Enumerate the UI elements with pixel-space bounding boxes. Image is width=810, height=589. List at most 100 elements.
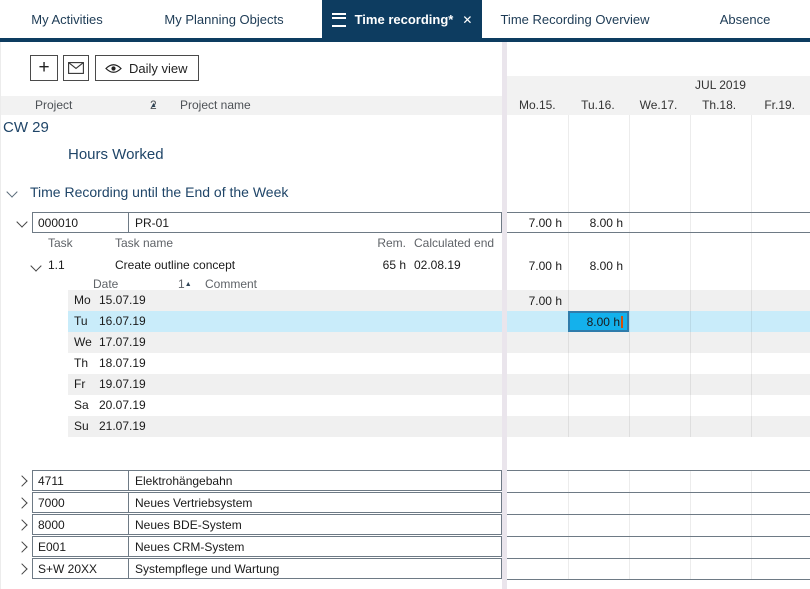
- date-row-sa[interactable]: Sa 20.07.19: [68, 395, 810, 416]
- date-row-we[interactable]: We 17.07.19: [68, 332, 810, 353]
- task-value-tu: 8.00 h: [589, 258, 623, 273]
- date-row-su[interactable]: Su 21.07.19: [68, 416, 810, 437]
- project-list-row[interactable]: S+W 20XX Systempflege und Wartung: [32, 558, 502, 579]
- time-cell[interactable]: [690, 374, 751, 395]
- section-title: Time Recording until the End of the Week: [30, 184, 289, 200]
- time-cell[interactable]: [507, 311, 568, 332]
- time-cell[interactable]: [629, 311, 690, 332]
- project-code-cell[interactable]: 4711: [33, 471, 129, 490]
- expand-chevron-right-icon[interactable]: [16, 563, 28, 575]
- project-list-row[interactable]: 4711 Elektrohängebahn: [32, 470, 502, 491]
- time-cell[interactable]: [690, 353, 751, 374]
- date-values-strip: 8.00 h: [507, 311, 810, 332]
- time-cell[interactable]: [507, 332, 568, 353]
- project-code-cell[interactable]: 000010: [33, 213, 129, 232]
- project-code-cell[interactable]: S+W 20XX: [33, 559, 129, 578]
- time-cell[interactable]: [507, 374, 568, 395]
- time-cell[interactable]: [568, 332, 629, 353]
- time-cell[interactable]: [690, 332, 751, 353]
- project-name-cell[interactable]: Neues Vertriebsystem: [135, 495, 253, 510]
- section-chevron-down-icon[interactable]: [6, 186, 18, 198]
- time-cell[interactable]: [629, 395, 690, 416]
- project-list-row[interactable]: 8000 Neues BDE-System: [32, 514, 502, 535]
- tab-my-activities[interactable]: My Activities: [31, 11, 103, 27]
- time-cell[interactable]: [751, 395, 810, 416]
- time-cell[interactable]: [507, 353, 568, 374]
- expand-chevron-right-icon[interactable]: [16, 497, 28, 509]
- time-cell[interactable]: [751, 416, 810, 437]
- time-cell[interactable]: [690, 290, 751, 311]
- day-header-mo[interactable]: Mo.15.: [518, 98, 556, 112]
- daily-view-button[interactable]: Daily view: [95, 55, 199, 81]
- date-label: 17.07.19: [99, 335, 146, 349]
- project-list-row[interactable]: 7000 Neues Vertriebsystem: [32, 492, 502, 513]
- project-code-cell[interactable]: 7000: [33, 493, 129, 512]
- grid-hline: [507, 470, 810, 471]
- tab-my-planning-objects[interactable]: My Planning Objects: [164, 11, 284, 27]
- time-cell[interactable]: [751, 374, 810, 395]
- date-row-tu-selected[interactable]: Tu 16.07.19 8.00 h: [68, 311, 810, 332]
- project-name-cell[interactable]: PR-01: [135, 215, 170, 230]
- day-header-tu[interactable]: Tu.16.: [581, 98, 615, 112]
- time-cell[interactable]: [629, 374, 690, 395]
- time-cell[interactable]: [629, 353, 690, 374]
- day-header-we[interactable]: We.17.: [639, 98, 678, 112]
- date-sort-indicator[interactable]: 1▲: [178, 277, 192, 291]
- project-name-cell[interactable]: Neues CRM-System: [135, 539, 245, 554]
- tab-time-recording-overview[interactable]: Time Recording Overview: [500, 11, 650, 27]
- task-row[interactable]: 1.1 Create outline concept 65 h 02.08.19: [0, 255, 502, 276]
- project-list-row[interactable]: E001 Neues CRM-System: [32, 536, 502, 557]
- project-code-cell[interactable]: 8000: [33, 515, 129, 534]
- expand-chevron-right-icon[interactable]: [16, 519, 28, 531]
- calendar-week-title: CW 29: [3, 119, 49, 136]
- mail-button[interactable]: [63, 55, 89, 81]
- time-cell[interactable]: [568, 374, 629, 395]
- day-header-th[interactable]: Th.18.: [702, 98, 737, 112]
- expand-chevron-right-icon[interactable]: [16, 541, 28, 553]
- time-cell[interactable]: [690, 311, 751, 332]
- time-cell[interactable]: [751, 311, 810, 332]
- time-cell[interactable]: [568, 290, 629, 311]
- pane-divider[interactable]: [502, 42, 507, 589]
- time-cell[interactable]: [690, 395, 751, 416]
- project-name-cell[interactable]: Elektrohängebahn: [135, 473, 233, 488]
- calculated-end-column-header: Calculated end: [414, 236, 495, 250]
- time-cell[interactable]: [690, 416, 751, 437]
- rem-column-header: Rem.: [377, 236, 406, 250]
- time-cell[interactable]: [629, 290, 690, 311]
- project-chevron-down-icon[interactable]: [16, 216, 28, 228]
- day-header-fr[interactable]: Fr.19.: [764, 98, 796, 112]
- date-row-th[interactable]: Th 18.07.19: [68, 353, 810, 374]
- sort-ascending-icon: ▲: [184, 281, 192, 288]
- time-cell[interactable]: [568, 416, 629, 437]
- project-column-header[interactable]: Project: [35, 98, 73, 112]
- date-values-strip: [507, 353, 810, 374]
- task-value-mo: 7.00 h: [528, 258, 562, 273]
- tab-time-recording[interactable]: Time recording* ✕: [322, 0, 482, 42]
- project-row[interactable]: 000010 PR-01: [32, 212, 502, 233]
- comment-column-header[interactable]: Comment: [205, 277, 258, 291]
- time-cell[interactable]: [751, 290, 810, 311]
- time-cell[interactable]: [568, 395, 629, 416]
- time-cell[interactable]: [751, 332, 810, 353]
- time-cell[interactable]: 7.00 h: [528, 293, 562, 308]
- project-code-cell[interactable]: E001: [33, 537, 129, 556]
- date-row-mo[interactable]: Mo 15.07.19 7.00 h: [68, 290, 810, 311]
- date-row-fr[interactable]: Fr 19.07.19: [68, 374, 810, 395]
- time-cell[interactable]: [751, 353, 810, 374]
- time-cell[interactable]: [568, 353, 629, 374]
- close-icon[interactable]: ✕: [462, 12, 473, 27]
- time-cell[interactable]: [629, 416, 690, 437]
- hamburger-icon[interactable]: [331, 12, 346, 27]
- project-name-column-header[interactable]: Project name: [180, 98, 251, 112]
- tab-absence[interactable]: Absence: [719, 11, 771, 27]
- active-time-cell-input[interactable]: 8.00 h: [568, 311, 629, 332]
- time-cell[interactable]: [507, 395, 568, 416]
- add-button[interactable]: +: [30, 55, 58, 81]
- date-column-header[interactable]: Date: [93, 277, 119, 291]
- expand-chevron-right-icon[interactable]: [16, 475, 28, 487]
- project-name-cell[interactable]: Systempflege und Wartung: [135, 561, 280, 576]
- project-name-cell[interactable]: Neues BDE-System: [135, 517, 242, 532]
- time-cell[interactable]: [629, 332, 690, 353]
- time-cell[interactable]: [507, 416, 568, 437]
